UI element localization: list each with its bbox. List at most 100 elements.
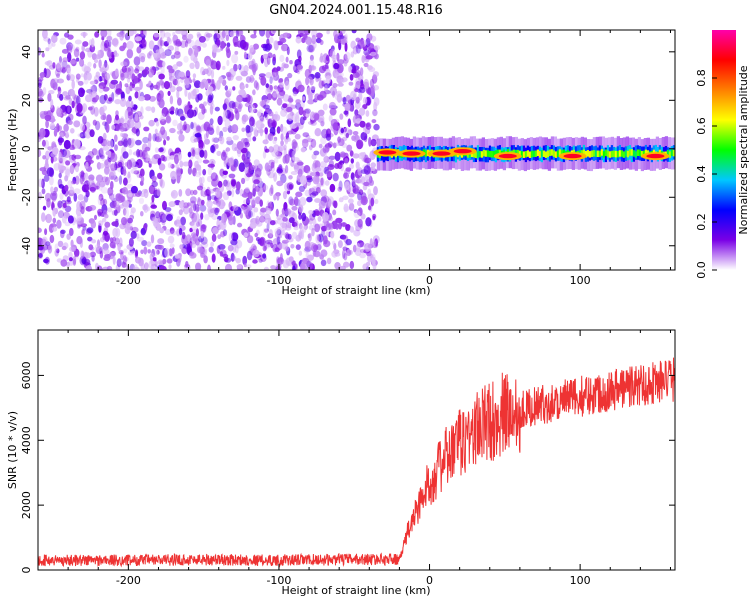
colorbar: 0.0 0.2 0.4 0.6 0.8 Normalized spectral ampl… — [695, 30, 750, 279]
heatmap-cell — [276, 97, 283, 106]
heatmap-cell — [62, 215, 67, 224]
heatmap-cell — [43, 30, 48, 39]
heatmap-cell — [56, 61, 63, 72]
heatmap-cell — [369, 78, 375, 88]
heatmap-cell — [276, 229, 282, 236]
heatmap-cell — [149, 66, 156, 73]
heatmap-cell — [114, 68, 119, 77]
heatmap-cell — [238, 89, 246, 96]
heatmap-cell — [220, 40, 225, 49]
heatmap-cell — [117, 244, 121, 252]
heatmap-cell — [297, 84, 305, 93]
heatmap-cell — [538, 151, 541, 158]
heatmap-cell — [39, 110, 47, 118]
heatmap-cell — [122, 169, 127, 177]
heatmap-cell — [322, 103, 328, 111]
heatmap-cell — [210, 172, 218, 182]
heatmap-cell — [99, 237, 106, 243]
heatmap-cell — [104, 72, 111, 81]
heatmap-cell — [59, 130, 66, 137]
heatmap-cell — [95, 54, 102, 60]
snr-y-axis-label: SNR (10 * v/v) — [6, 411, 19, 489]
heatmap-cell — [343, 172, 349, 179]
heatmap-cell — [74, 39, 82, 45]
heatmap-cell — [324, 180, 330, 186]
heatmap-cell — [130, 107, 137, 112]
heatmap-cell — [366, 33, 373, 42]
heatmap-cell — [103, 230, 108, 236]
heatmap-cell — [326, 30, 330, 35]
heatmap-cell — [340, 153, 347, 158]
heatmap-cell — [302, 258, 307, 266]
heatmap-cell — [131, 250, 136, 255]
heatmap-cell — [262, 182, 266, 193]
spectrogram-x-ticks: -200 -100 0 100 — [37, 30, 671, 287]
heatmap-cell — [51, 192, 57, 202]
heatmap-cell — [258, 258, 263, 263]
heatmap-cell — [227, 244, 234, 252]
heatmap-cell — [205, 33, 213, 38]
heatmap-cell — [171, 247, 175, 255]
heatmap-cell — [38, 88, 43, 97]
heatmap-cell — [185, 261, 189, 268]
heatmap-cell — [90, 220, 97, 229]
heatmap-cell — [352, 153, 360, 159]
heatmap-cell — [57, 137, 65, 143]
heatmap-cell — [176, 86, 183, 92]
heatmap-cell — [280, 126, 288, 135]
heatmap-cell — [145, 154, 150, 162]
heatmap-cell — [300, 147, 306, 153]
heatmap-cell — [242, 41, 249, 51]
heatmap-cell — [204, 189, 212, 197]
heatmap-cell — [134, 86, 141, 92]
heatmap-cell — [89, 129, 95, 138]
heatmap-cell — [134, 68, 140, 74]
heatmap-cell — [634, 151, 637, 158]
heatmap-cell — [156, 249, 160, 255]
heatmap-cell — [272, 53, 277, 62]
heatmap-cell — [306, 196, 313, 203]
heatmap-cell — [151, 249, 159, 257]
heatmap-cell — [192, 203, 197, 212]
heatmap-hotspot — [498, 153, 517, 159]
heatmap-cell — [295, 36, 302, 44]
heatmap-cell — [133, 264, 138, 270]
heatmap-cell — [194, 133, 202, 138]
heatmap-cell — [309, 77, 314, 86]
heatmap-cell — [317, 216, 322, 222]
heatmap-cell — [178, 71, 185, 78]
heatmap-cell — [38, 253, 43, 258]
heatmap-cell — [313, 150, 320, 156]
heatmap-cell — [121, 136, 128, 147]
heatmap-cell — [103, 256, 111, 262]
heatmap-cell — [56, 123, 60, 133]
heatmap-cell — [342, 96, 347, 105]
heatmap-cell — [146, 241, 152, 248]
heatmap-cell — [119, 98, 127, 107]
heatmap-cell — [192, 189, 198, 195]
heatmap-cell — [638, 149, 641, 157]
heatmap-cell — [191, 221, 198, 231]
heatmap-cell — [151, 175, 158, 181]
heatmap-cell — [325, 75, 331, 84]
heatmap-cell — [126, 159, 133, 170]
heatmap-cell — [342, 249, 346, 259]
heatmap-cell — [484, 150, 487, 157]
heatmap-cell — [158, 73, 165, 80]
heatmap-cell — [348, 81, 354, 86]
heatmap-cell — [126, 40, 134, 50]
heatmap-cell — [345, 94, 351, 102]
heatmap-cell — [322, 145, 330, 154]
heatmap-cell — [304, 68, 311, 79]
heatmap-cell — [158, 211, 165, 220]
heatmap-cell — [188, 159, 193, 169]
heatmap-cell — [147, 52, 151, 59]
heatmap-cell — [178, 200, 184, 209]
heatmap-cell — [80, 73, 84, 78]
heatmap-cell — [218, 244, 226, 250]
heatmap-cell — [38, 82, 42, 89]
heatmap-cell — [270, 242, 274, 249]
heatmap-cell — [166, 136, 170, 141]
heatmap-cell — [320, 177, 324, 186]
heatmap-cell — [232, 135, 239, 141]
